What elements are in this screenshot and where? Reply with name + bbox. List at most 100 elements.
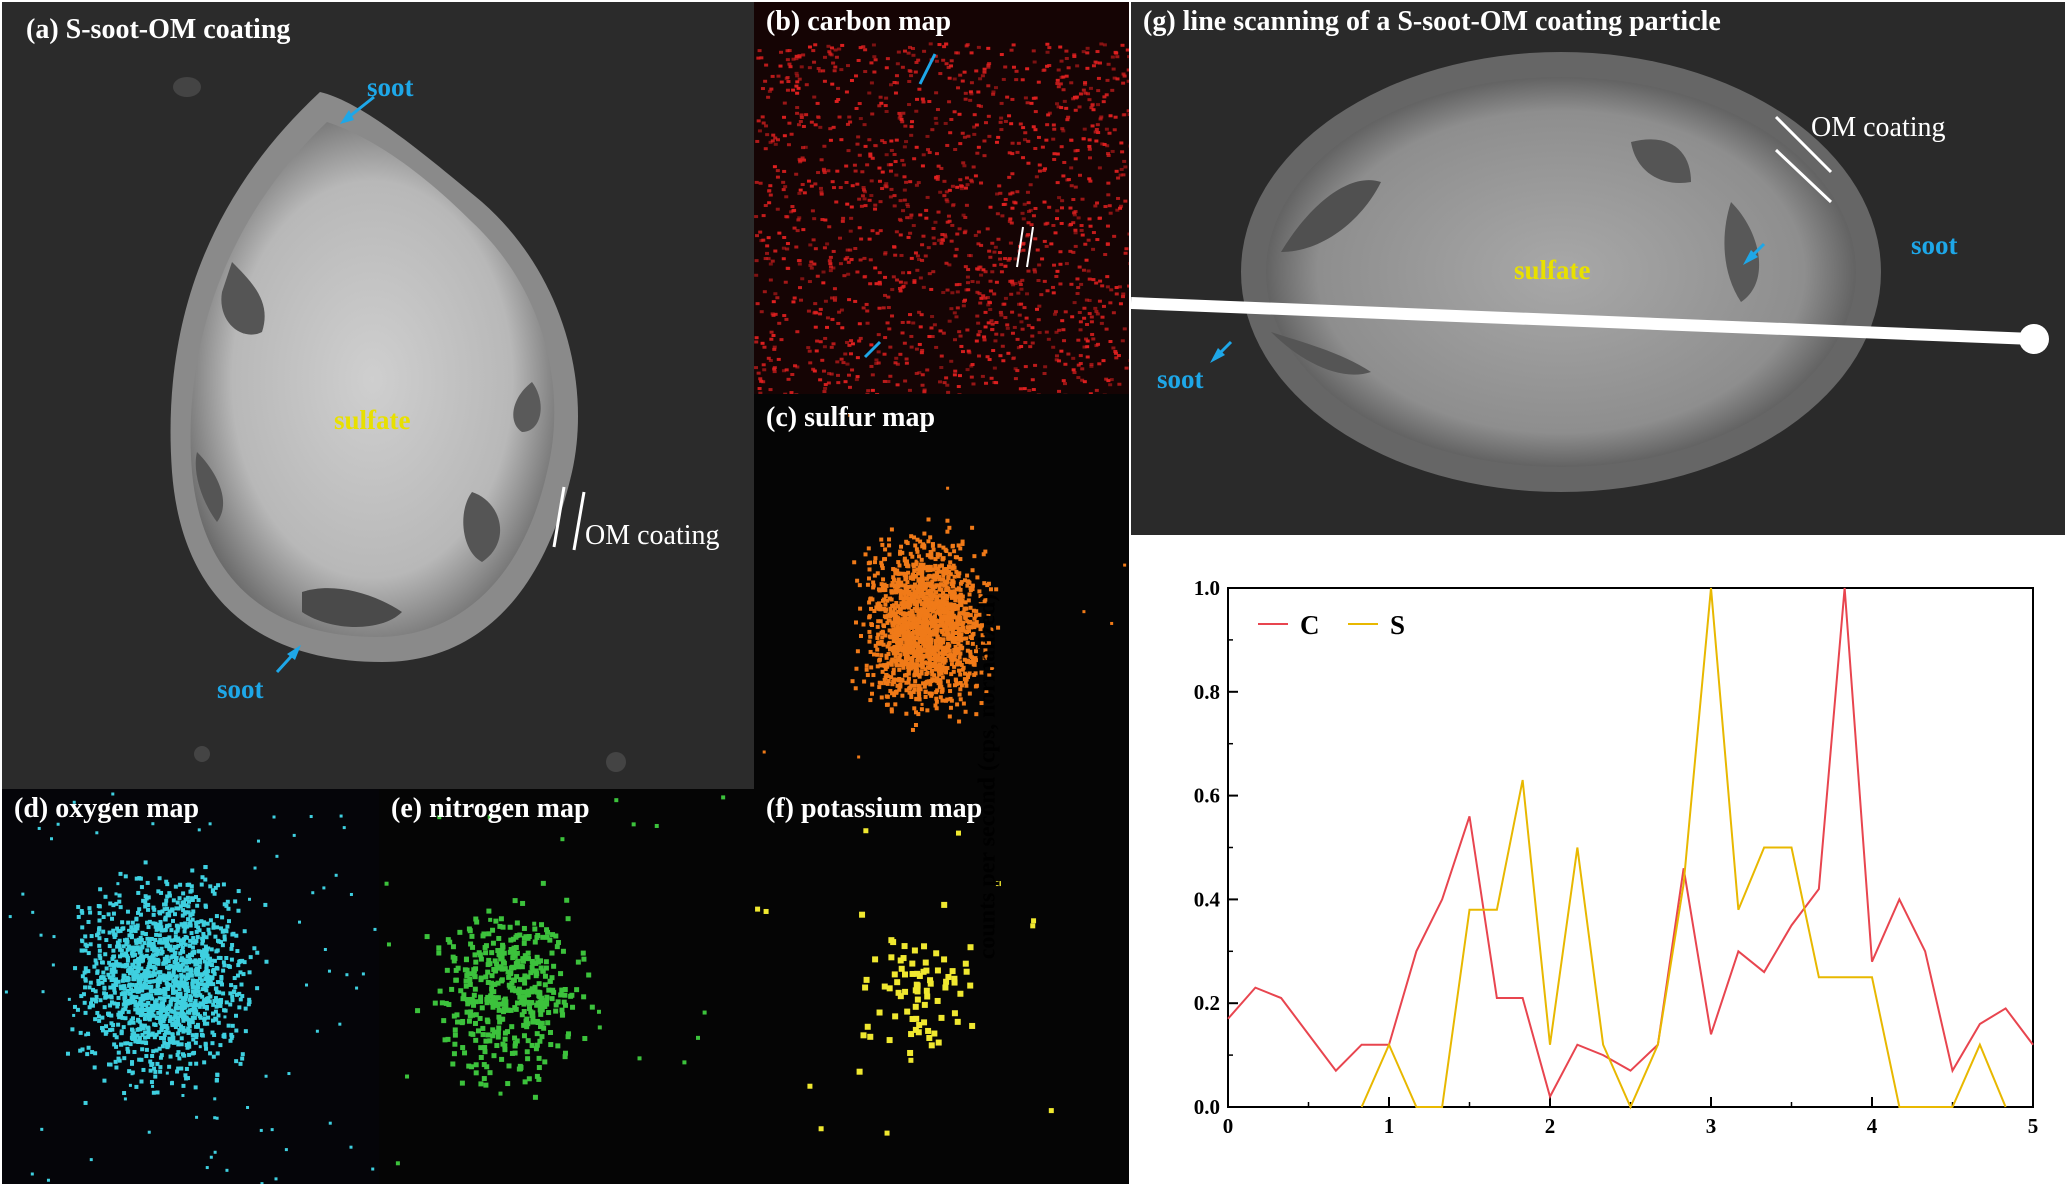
- element-dot: [789, 132, 794, 136]
- element-dot: [931, 623, 936, 628]
- element-dot: [1091, 64, 1096, 68]
- element-dot: [509, 980, 515, 986]
- element-dot: [930, 662, 935, 667]
- element-dot: [910, 573, 915, 578]
- element-dot: [828, 265, 833, 269]
- element-dot: [525, 1021, 531, 1027]
- element-dot: [1054, 354, 1059, 358]
- element-dot: [173, 1025, 178, 1030]
- element-dot: [941, 632, 946, 637]
- element-dot: [996, 237, 1001, 241]
- element-dot: [945, 529, 950, 534]
- element-dot: [142, 1007, 147, 1012]
- element-dot: [868, 634, 873, 639]
- element-dot: [1090, 103, 1095, 107]
- element-dot: [961, 665, 966, 670]
- element-dot: [931, 547, 936, 552]
- element-dot: [934, 706, 939, 711]
- element-dot: [909, 133, 914, 137]
- element-dot: [867, 567, 872, 572]
- element-dot: [160, 1003, 165, 1008]
- element-dot: [221, 960, 226, 965]
- element-dot: [473, 999, 479, 1005]
- element-dot: [947, 627, 952, 632]
- element-dot: [917, 674, 922, 679]
- element-dot: [930, 657, 935, 662]
- element-dot: [121, 1002, 126, 1007]
- background-dot: [117, 942, 121, 946]
- element-dot: [165, 1045, 170, 1050]
- element-dot: [943, 121, 948, 125]
- element-dot: [959, 344, 964, 348]
- element-dot: [1035, 307, 1040, 311]
- element-dot: [998, 310, 1003, 314]
- element-dot: [911, 614, 916, 619]
- element-dot: [1037, 169, 1042, 173]
- element-dot: [1020, 327, 1025, 331]
- element-dot: [194, 929, 199, 934]
- element-dot: [120, 978, 125, 983]
- element-dot: [919, 669, 924, 674]
- element-dot: [953, 148, 958, 152]
- element-dot: [892, 578, 897, 583]
- element-dot: [894, 690, 899, 695]
- element-dot: [133, 972, 138, 977]
- element-dot: [926, 539, 931, 544]
- element-dot: [879, 639, 884, 644]
- element-dot: [984, 381, 989, 385]
- element-dot: [151, 989, 156, 994]
- element-dot: [948, 589, 953, 594]
- element-dot: [148, 1059, 153, 1064]
- element-dot: [1106, 193, 1111, 197]
- background-dot: [322, 886, 326, 890]
- element-dot: [864, 667, 869, 672]
- element-dot: [1025, 101, 1030, 105]
- element-dot: [952, 640, 957, 645]
- element-dot: [937, 583, 942, 588]
- background-dot: [213, 1116, 217, 1120]
- element-dot: [947, 606, 952, 611]
- element-dot: [204, 1006, 209, 1011]
- element-dot: [914, 710, 919, 715]
- element-dot: [112, 985, 117, 990]
- element-dot: [1008, 217, 1013, 221]
- element-dot: [213, 1016, 218, 1021]
- element-dot: [915, 644, 920, 649]
- element-dot: [977, 612, 982, 617]
- element-dot: [917, 697, 922, 702]
- element-dot: [945, 200, 950, 204]
- element-dot: [1066, 352, 1071, 356]
- element-dot: [1059, 145, 1064, 149]
- element-dot: [954, 630, 959, 635]
- element-dot: [817, 69, 822, 73]
- element-dot: [1125, 48, 1129, 52]
- element-dot: [175, 1015, 180, 1020]
- element-dot: [562, 1002, 568, 1008]
- element-dot: [959, 603, 964, 608]
- element-dot: [589, 1004, 595, 1010]
- element-dot: [898, 588, 903, 593]
- element-dot: [193, 1001, 198, 1006]
- element-dot: [1118, 206, 1123, 210]
- element-dot: [784, 317, 789, 321]
- element-dot: [529, 1042, 535, 1048]
- element-dot: [471, 992, 477, 998]
- element-dot: [97, 918, 102, 923]
- element-dot: [946, 636, 951, 641]
- element-dot: [988, 279, 993, 283]
- element-dot: [132, 970, 137, 975]
- element-dot: [902, 596, 907, 601]
- element-dot: [913, 251, 918, 255]
- element-dot: [197, 964, 202, 969]
- element-dot: [492, 958, 498, 964]
- element-dot: [900, 678, 905, 683]
- element-dot: [114, 1035, 119, 1040]
- element-dot: [828, 138, 833, 142]
- element-dot: [921, 621, 926, 626]
- element-dot: [964, 203, 969, 207]
- element-dot: [170, 1009, 175, 1014]
- element-dot: [946, 564, 951, 569]
- element-dot: [965, 583, 970, 588]
- element-dot: [979, 243, 984, 247]
- element-dot: [1056, 68, 1061, 72]
